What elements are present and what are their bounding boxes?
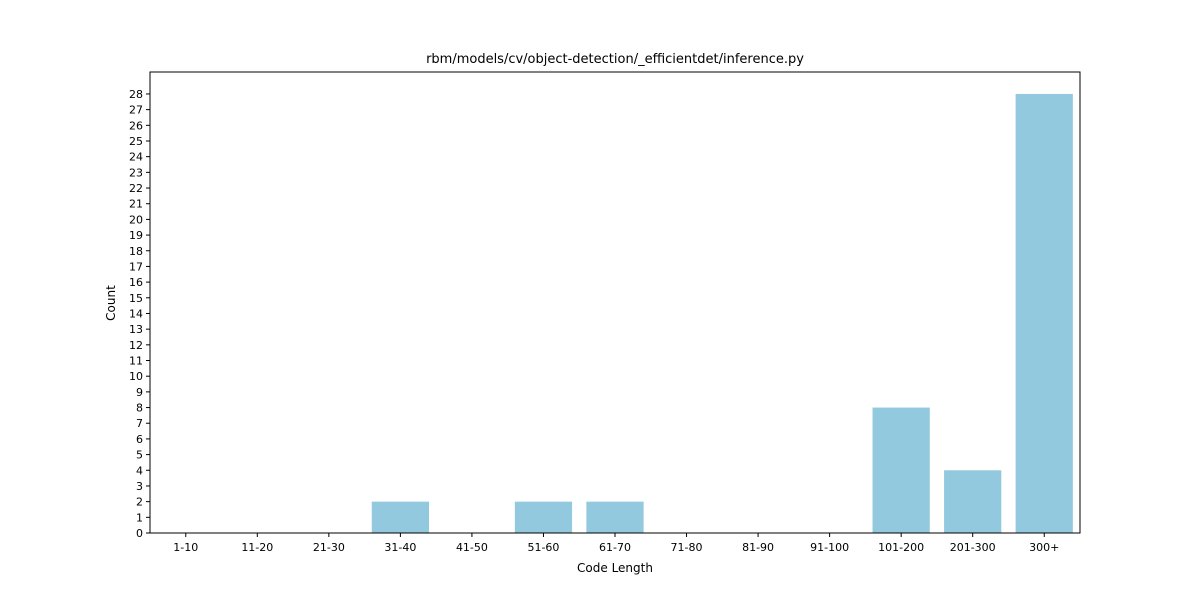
bar-300+: [1015, 93, 1073, 533]
x-tick-label: 51-60: [527, 541, 559, 554]
plot-frame: [149, 71, 1081, 534]
x-tick-label: 31-40: [384, 541, 416, 554]
y-tick-label: 3: [136, 480, 143, 493]
x-tick-label: 101-200: [878, 541, 924, 554]
bar-61-70: [586, 501, 644, 533]
y-tick-label: 1: [136, 511, 143, 524]
y-tick-label: 22: [129, 182, 143, 195]
y-tick-label: 11: [129, 355, 143, 368]
y-tick-label: 19: [129, 229, 143, 242]
y-tick-label: 15: [129, 292, 143, 305]
bars-group: [371, 93, 1073, 533]
y-tick-label: 17: [129, 260, 143, 273]
y-tick-label: 9: [136, 386, 143, 399]
y-tick-label: 18: [129, 245, 143, 258]
y-tick-label: 2: [136, 496, 143, 509]
bar-201-300: [944, 470, 1002, 533]
y-tick-label: 20: [129, 213, 143, 226]
x-tick-label: 300+: [1029, 541, 1059, 554]
y-tick-label: 0: [136, 527, 143, 540]
y-tick-label: 13: [129, 323, 143, 336]
x-tick-label: 1-10: [173, 541, 198, 554]
x-tick-label: 61-70: [599, 541, 631, 554]
y-tick-label: 10: [129, 370, 143, 383]
y-axis: 0123456789101112131415161718192021222324…: [129, 88, 150, 540]
x-axis-label: Code Length: [577, 561, 653, 575]
x-tick-label: 201-300: [950, 541, 996, 554]
x-tick-label: 21-30: [313, 541, 345, 554]
y-tick-label: 21: [129, 198, 143, 211]
y-tick-label: 5: [136, 449, 143, 462]
x-axis: 1-10 11-20 21-30 31-40 41-50 51-60 61-70 71-80 8…: [173, 533, 1059, 554]
y-tick-label: 4: [136, 464, 143, 477]
y-tick-label: 6: [136, 433, 143, 446]
y-tick-label: 27: [129, 104, 143, 117]
chart-title: rbm/models/cv/object-detection/_efficien…: [426, 52, 804, 67]
y-axis-label: Count: [104, 285, 118, 321]
x-tick-label: 91-100: [810, 541, 849, 554]
bar-31-40: [371, 501, 429, 533]
y-tick-label: 8: [136, 402, 143, 415]
bar-51-60: [514, 501, 573, 533]
y-tick-label: 7: [136, 417, 143, 430]
y-tick-label: 24: [129, 151, 143, 164]
x-tick-label: 11-20: [241, 541, 273, 554]
y-tick-label: 12: [129, 339, 143, 352]
y-tick-label: 14: [129, 307, 143, 320]
x-tick-label: 71-80: [671, 541, 703, 554]
bar-101-200: [872, 407, 930, 533]
y-tick-label: 25: [129, 135, 143, 148]
y-tick-label: 16: [129, 276, 143, 289]
y-tick-label: 26: [129, 119, 143, 132]
x-tick-label: 41-50: [456, 541, 488, 554]
y-tick-label: 23: [129, 166, 143, 179]
y-tick-label: 28: [129, 88, 143, 101]
x-tick-label: 81-90: [742, 541, 774, 554]
